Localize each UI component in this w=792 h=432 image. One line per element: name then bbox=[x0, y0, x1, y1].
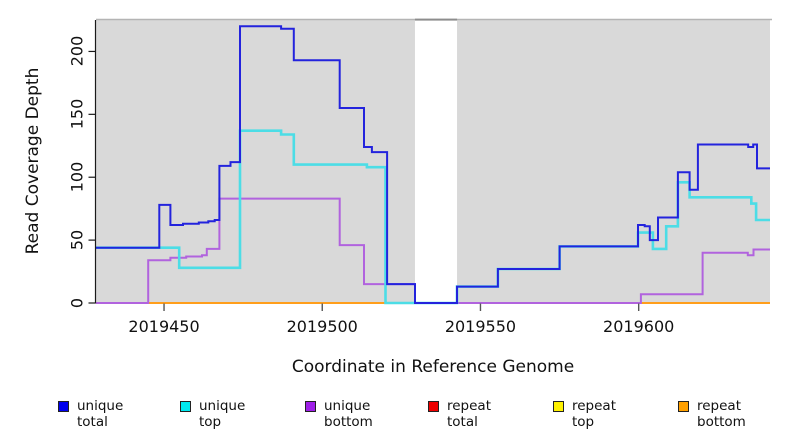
y-axis-title: Read Coverage Depth bbox=[23, 67, 43, 255]
x-tick-label: 2019550 bbox=[444, 317, 517, 336]
legend-label: repeat top bbox=[572, 398, 617, 430]
x-axis-title: Coordinate in Reference Genome bbox=[291, 357, 575, 377]
legend-swatch-icon bbox=[180, 401, 191, 412]
y-tick-label: 0 bbox=[67, 297, 87, 309]
legend-swatch-icon bbox=[678, 401, 689, 412]
y-tick-label: 100 bbox=[67, 161, 87, 193]
legend-label: unique total bbox=[77, 398, 124, 430]
y-tick-label: 200 bbox=[67, 36, 87, 67]
x-tick-label: 2019450 bbox=[128, 317, 200, 336]
legend-label: unique top bbox=[199, 398, 246, 430]
masked-region bbox=[414, 21, 458, 303]
legend-label: repeat total bbox=[447, 398, 492, 430]
legend-swatch-icon bbox=[305, 401, 316, 412]
legend-swatch-icon bbox=[428, 401, 439, 412]
legend-label: unique bottom bbox=[324, 398, 373, 430]
x-tick-label: 2019600 bbox=[603, 317, 675, 336]
y-tick-label: 50 bbox=[67, 229, 87, 251]
legend-swatch-icon bbox=[553, 401, 564, 412]
series-line-unique-total bbox=[96, 25, 770, 304]
y-tick-label: 150 bbox=[67, 99, 87, 130]
x-tick-label: 2019500 bbox=[286, 317, 358, 336]
legend-label: repeat bottom bbox=[697, 398, 746, 430]
legend-swatch-icon bbox=[58, 401, 69, 412]
